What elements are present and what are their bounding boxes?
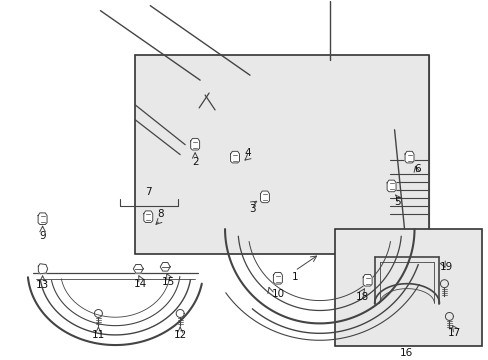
Text: 11: 11 [92, 330, 105, 340]
Text: 18: 18 [355, 292, 368, 302]
Text: 9: 9 [39, 231, 46, 241]
Text: 8: 8 [157, 209, 163, 219]
Text: 6: 6 [413, 165, 420, 175]
Polygon shape [190, 138, 199, 150]
Text: 10: 10 [271, 289, 284, 298]
Text: 2: 2 [191, 157, 198, 167]
Text: 3: 3 [248, 204, 255, 214]
Text: 5: 5 [393, 197, 400, 207]
Polygon shape [38, 213, 47, 225]
Polygon shape [386, 180, 395, 192]
Polygon shape [363, 274, 371, 286]
Text: 19: 19 [439, 262, 452, 272]
Polygon shape [160, 262, 170, 271]
Text: 7: 7 [144, 187, 151, 197]
Polygon shape [133, 265, 143, 273]
Text: 15: 15 [161, 277, 175, 287]
Polygon shape [230, 151, 239, 163]
Text: 4: 4 [244, 148, 251, 158]
Text: 16: 16 [399, 348, 412, 358]
Polygon shape [260, 191, 269, 203]
Text: 17: 17 [447, 328, 460, 338]
Text: 12: 12 [173, 330, 186, 340]
Polygon shape [404, 151, 413, 163]
Bar [334, 229, 481, 346]
Text: 14: 14 [133, 279, 146, 289]
Polygon shape [273, 273, 282, 284]
Polygon shape [38, 264, 47, 274]
Text: 13: 13 [36, 280, 49, 290]
Polygon shape [143, 211, 152, 222]
Bar [135, 55, 428, 254]
Text: 1: 1 [291, 272, 298, 282]
